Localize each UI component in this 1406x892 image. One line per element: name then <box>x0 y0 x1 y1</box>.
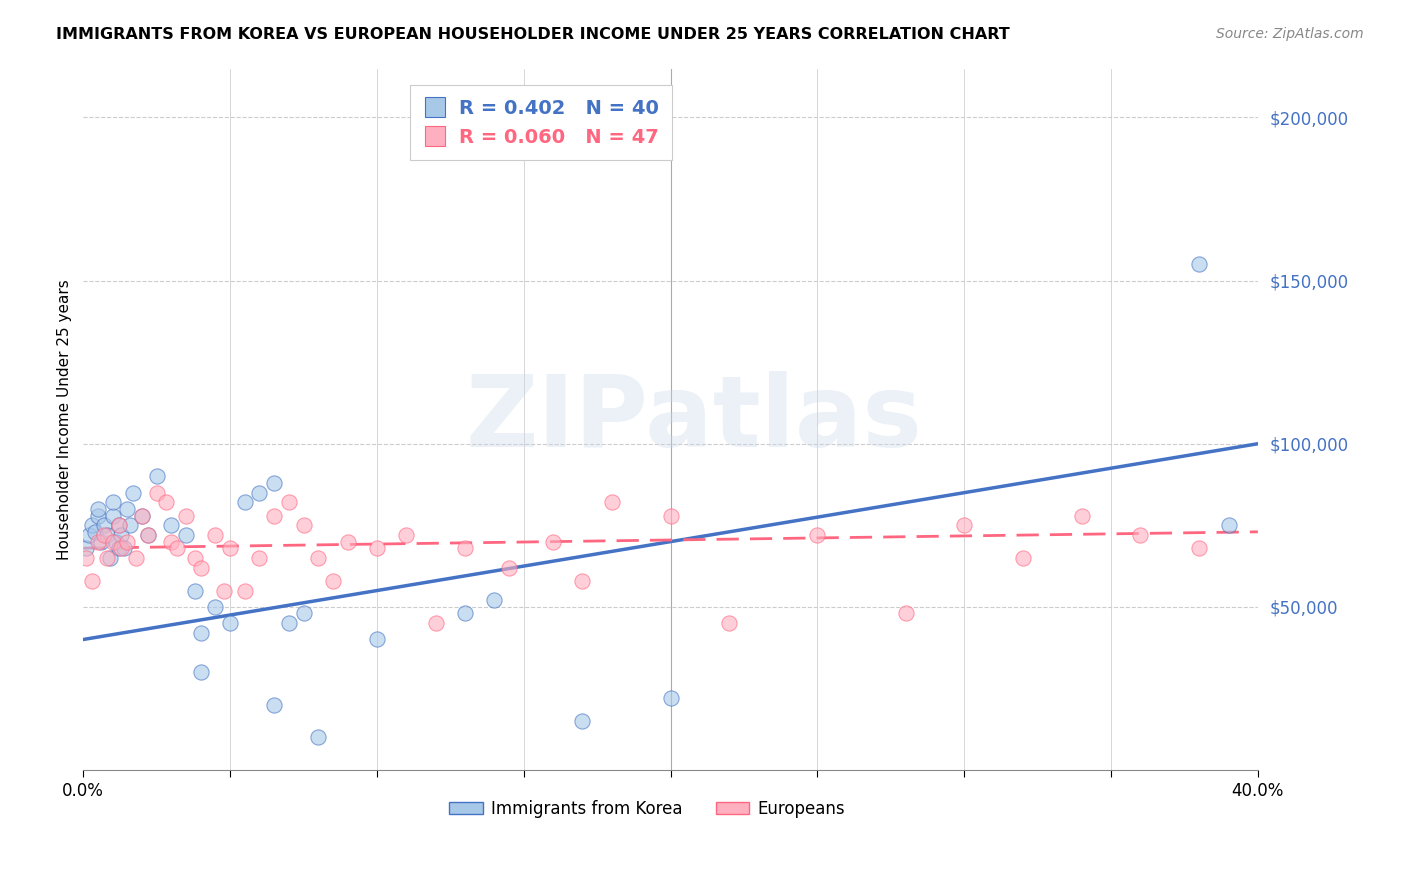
Point <box>454 607 477 621</box>
Point <box>659 508 682 523</box>
Point <box>107 518 129 533</box>
Point <box>87 502 110 516</box>
Point <box>145 469 167 483</box>
Point <box>190 560 212 574</box>
Point <box>425 616 447 631</box>
Point <box>366 541 388 556</box>
Point <box>96 528 118 542</box>
Point <box>90 534 112 549</box>
Point <box>1070 508 1092 523</box>
Point <box>107 541 129 556</box>
Point <box>110 541 132 556</box>
Point <box>136 528 159 542</box>
Point <box>131 508 153 523</box>
Point <box>292 518 315 533</box>
Point <box>484 593 506 607</box>
Point <box>174 508 197 523</box>
Point <box>101 508 124 523</box>
Point <box>104 534 127 549</box>
Point <box>155 495 177 509</box>
Y-axis label: Householder Income Under 25 years: Householder Income Under 25 years <box>58 279 72 559</box>
Point <box>277 616 299 631</box>
Point <box>117 502 139 516</box>
Point <box>75 550 97 565</box>
Point <box>659 691 682 706</box>
Point <box>125 550 148 565</box>
Point <box>219 541 242 556</box>
Point <box>233 583 256 598</box>
Point <box>120 518 142 533</box>
Point <box>1129 528 1152 542</box>
Point <box>571 714 593 728</box>
Point <box>571 574 593 588</box>
Point <box>395 528 418 542</box>
Point <box>96 550 118 565</box>
Point <box>322 574 344 588</box>
Point <box>101 534 124 549</box>
Point <box>190 626 212 640</box>
Point <box>98 550 121 565</box>
Point <box>277 495 299 509</box>
Text: ZIPatlas: ZIPatlas <box>465 371 922 467</box>
Point <box>366 632 388 647</box>
Point <box>101 495 124 509</box>
Point <box>307 731 329 745</box>
Point <box>107 518 129 533</box>
Point <box>953 518 976 533</box>
Point <box>204 528 226 542</box>
Point <box>145 485 167 500</box>
Point <box>160 518 183 533</box>
Point <box>600 495 623 509</box>
Point <box>166 541 188 556</box>
Point <box>87 508 110 523</box>
Point <box>84 524 107 539</box>
Point <box>174 528 197 542</box>
Text: IMMIGRANTS FROM KOREA VS EUROPEAN HOUSEHOLDER INCOME UNDER 25 YEARS CORRELATION : IMMIGRANTS FROM KOREA VS EUROPEAN HOUSEH… <box>56 27 1010 42</box>
Point <box>122 485 145 500</box>
Point <box>184 550 207 565</box>
Point <box>292 607 315 621</box>
Point <box>233 495 256 509</box>
Legend: Immigrants from Korea, Europeans: Immigrants from Korea, Europeans <box>443 794 852 825</box>
Point <box>87 534 110 549</box>
Point <box>1188 541 1211 556</box>
Point <box>1012 550 1035 565</box>
Point <box>718 616 741 631</box>
Point <box>263 508 285 523</box>
Point <box>249 550 271 565</box>
Point <box>806 528 828 542</box>
Point <box>184 583 207 598</box>
Text: Source: ZipAtlas.com: Source: ZipAtlas.com <box>1216 27 1364 41</box>
Point <box>75 541 97 556</box>
Point <box>307 550 329 565</box>
Point <box>249 485 271 500</box>
Point <box>131 508 153 523</box>
Point <box>1218 518 1240 533</box>
Point <box>336 534 359 549</box>
Point <box>541 534 564 549</box>
Point <box>160 534 183 549</box>
Point <box>894 607 917 621</box>
Point <box>77 528 100 542</box>
Point <box>454 541 477 556</box>
Point <box>93 518 115 533</box>
Point <box>263 475 285 490</box>
Point <box>82 518 104 533</box>
Point <box>110 528 132 542</box>
Point <box>263 698 285 712</box>
Point <box>498 560 520 574</box>
Point <box>1188 257 1211 271</box>
Point <box>190 665 212 679</box>
Point <box>117 534 139 549</box>
Point <box>93 528 115 542</box>
Point <box>204 599 226 614</box>
Point <box>136 528 159 542</box>
Point <box>212 583 235 598</box>
Point <box>82 574 104 588</box>
Point <box>112 541 135 556</box>
Point <box>219 616 242 631</box>
